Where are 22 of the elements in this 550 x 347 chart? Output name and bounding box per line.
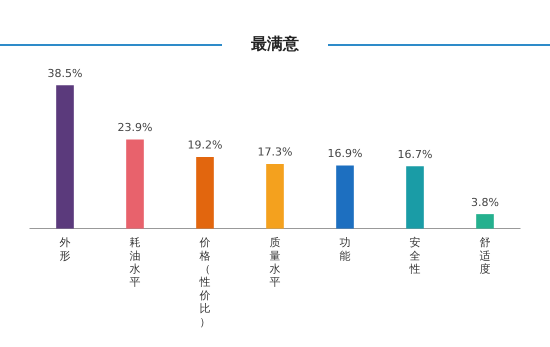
data-label: 16.9% xyxy=(328,147,362,160)
x-tick-label: 质量水平 xyxy=(270,236,280,289)
bar xyxy=(196,156,214,229)
x-tick-label: 功能 xyxy=(340,236,350,262)
bar xyxy=(336,165,354,229)
chart-title: 最满意 xyxy=(250,34,300,55)
data-label: 19.2% xyxy=(188,138,222,152)
data-label: 3.8% xyxy=(471,196,499,209)
bar xyxy=(476,214,494,229)
x-tick-label: 外形 xyxy=(60,236,70,262)
x-tick-label: 安全性 xyxy=(408,236,420,276)
data-label: 23.9% xyxy=(118,121,152,134)
data-label: 16.7% xyxy=(398,148,432,161)
data-label: 38.5% xyxy=(48,66,82,80)
data-label: 17.3% xyxy=(258,146,292,159)
bar xyxy=(406,166,424,229)
bar xyxy=(266,164,284,229)
bar xyxy=(126,139,144,229)
x-tick-label: 耗油水平 xyxy=(130,236,140,289)
x-tick-label: 舒适度 xyxy=(480,236,490,276)
x-tick-label: 价格（性价比） xyxy=(198,236,210,328)
bar xyxy=(56,85,74,229)
